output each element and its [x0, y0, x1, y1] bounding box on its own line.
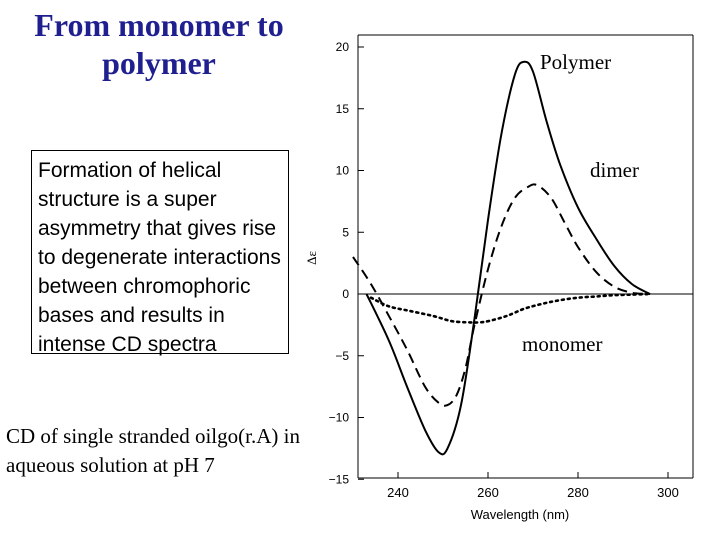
x-axis-ticks: 240 260 280 300 — [387, 472, 679, 500]
slide-title: From monomer to polymer — [0, 6, 318, 82]
y-tick-label: 20 — [336, 40, 350, 54]
x-tick-label: 260 — [477, 485, 499, 500]
y-tick-label: 10 — [336, 164, 350, 178]
description-box: Formation of helical structure is a supe… — [31, 150, 289, 356]
title-line-1: From monomer to — [34, 7, 284, 43]
title-line-2: polymer — [102, 45, 216, 81]
series-label-dimer: dimer — [590, 158, 639, 182]
series-label-polymer: Polymer — [540, 50, 612, 74]
series-label-monomer: monomer — [522, 332, 603, 356]
y-tick-label: −10 — [329, 411, 350, 425]
series-line-dimer — [352, 183, 651, 407]
y-axis-label: Δε — [304, 251, 319, 265]
y-axis-ticks: 20 15 10 5 0 −5 −10 −15 — [329, 40, 364, 486]
y-tick-label: 5 — [342, 225, 349, 239]
x-tick-label: 300 — [657, 485, 679, 500]
x-axis-label: Wavelength (nm) — [471, 507, 570, 522]
description-text: Formation of helical structure is a supe… — [38, 159, 281, 356]
x-tick-label: 240 — [387, 485, 409, 500]
x-tick-label: 280 — [567, 485, 589, 500]
figure-caption: CD of single stranded oilgo(r.A) in aque… — [6, 424, 300, 477]
series-layer — [352, 60, 652, 456]
y-tick-label: −5 — [335, 349, 349, 363]
series-line-polymer — [365, 60, 651, 456]
y-tick-label: 0 — [342, 287, 349, 301]
series-line-monomer — [369, 292, 652, 324]
y-tick-label: −15 — [329, 472, 350, 486]
y-tick-label: 15 — [336, 102, 350, 116]
